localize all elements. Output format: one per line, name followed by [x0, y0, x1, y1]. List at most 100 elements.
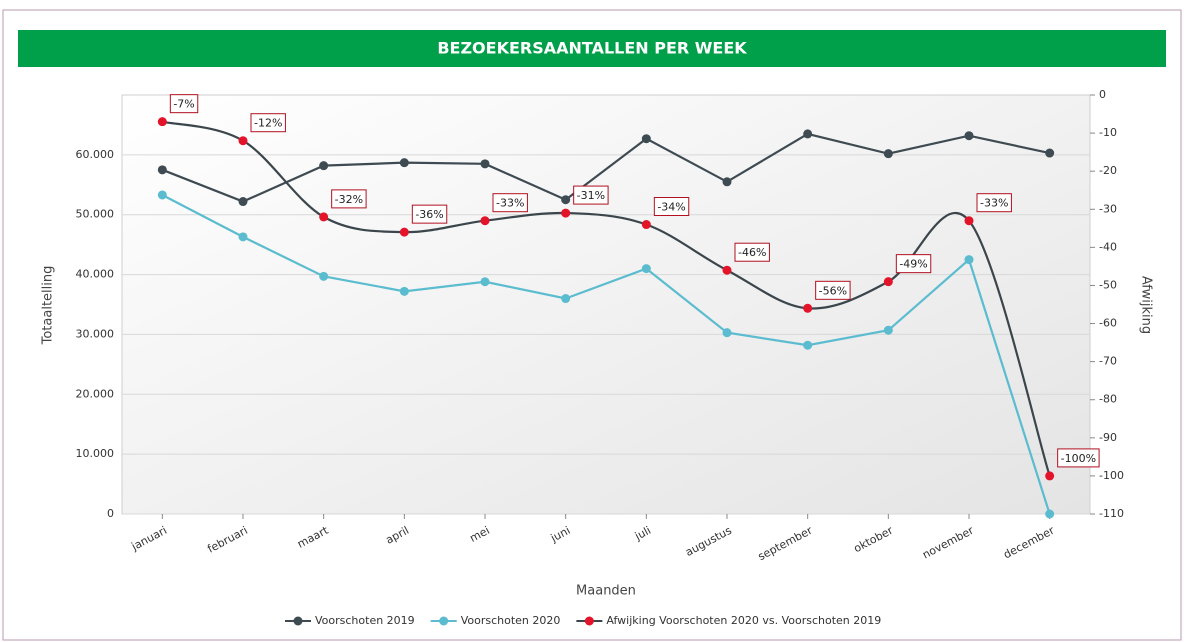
data-label-text: -32% — [335, 193, 363, 206]
data-point — [964, 131, 974, 141]
x-tick-label: november — [920, 524, 976, 562]
y-tick-label: 0 — [107, 507, 114, 520]
data-label-text: -100% — [1061, 452, 1096, 465]
x-tick-label: juni — [548, 524, 573, 545]
data-label-box — [573, 185, 609, 205]
y2-tick-label: -80 — [1099, 393, 1117, 406]
data-point — [1045, 471, 1055, 481]
data-label-box — [492, 193, 528, 213]
data-point — [157, 165, 167, 175]
data-point — [480, 216, 490, 226]
data-label-text: -33% — [980, 197, 1008, 210]
data-point — [319, 161, 329, 171]
data-label-text: -33% — [496, 197, 524, 210]
data-label-text: -34% — [657, 201, 685, 214]
data-point — [238, 232, 248, 242]
data-label-text: -36% — [415, 208, 443, 221]
x-tick-label: december — [1001, 524, 1057, 562]
legend-marker — [439, 616, 449, 626]
legend-label: Voorschoten 2020 — [461, 614, 561, 627]
data-label-box — [411, 204, 448, 224]
data-point — [722, 265, 732, 275]
data-label: -46% — [734, 242, 770, 262]
x-tick-label: april — [384, 524, 412, 547]
data-label-box — [895, 254, 932, 274]
data-point — [319, 212, 329, 222]
data-point — [561, 208, 571, 218]
data-point — [964, 255, 974, 265]
data-point — [722, 328, 732, 338]
y2-tick-label: -20 — [1099, 164, 1117, 177]
data-label-box — [1057, 448, 1100, 468]
data-label-box — [976, 193, 1012, 213]
y2-tick-label: -90 — [1099, 431, 1117, 444]
data-label-box — [653, 197, 690, 217]
data-label: -56% — [815, 280, 851, 300]
y2-tick-label: -50 — [1099, 278, 1117, 291]
x-tick-label: mei — [468, 524, 492, 545]
series-line — [161, 132, 1050, 203]
data-point — [238, 136, 248, 146]
y-tick-label: 60.000 — [76, 148, 115, 161]
data-label: -33% — [492, 193, 528, 213]
data-label: -31% — [573, 185, 609, 205]
y2-tick-label: -10 — [1099, 126, 1117, 139]
y-tick-label: 10.000 — [76, 447, 115, 460]
y-tick-label: 20.000 — [76, 387, 115, 400]
data-label-box — [815, 280, 851, 300]
frame — [2, 9, 1182, 641]
y2-tick-label: -70 — [1099, 355, 1117, 368]
y2-tick-label: -40 — [1099, 240, 1117, 253]
chart-title: BEZOEKERSAANTALLEN PER WEEK — [437, 39, 747, 58]
data-label: -33% — [976, 193, 1012, 213]
y2-tick-label: -110 — [1099, 507, 1124, 520]
data-point — [399, 158, 409, 168]
data-point — [803, 129, 813, 139]
y-tick-label: 50.000 — [76, 208, 115, 221]
legend-label: Afwijking Voorschoten 2020 vs. Voorschot… — [606, 614, 881, 627]
data-point — [480, 277, 490, 287]
x-tick-label: augustus — [683, 524, 734, 559]
data-point — [157, 190, 167, 200]
data-label-text: -31% — [577, 189, 605, 202]
data-point — [238, 197, 248, 207]
data-point — [561, 294, 571, 304]
data-label-text: -46% — [738, 246, 766, 259]
data-label: -32% — [331, 189, 367, 209]
data-label-text: -12% — [254, 117, 282, 130]
data-label-text: -49% — [899, 258, 927, 271]
data-point — [157, 117, 167, 127]
title-bar — [18, 30, 1166, 67]
data-label: -36% — [411, 204, 448, 224]
data-label-box — [250, 113, 286, 133]
data-point — [964, 216, 974, 226]
data-point — [883, 277, 893, 287]
data-point — [803, 303, 813, 313]
x-tick-label: januari — [129, 524, 170, 554]
data-point — [883, 325, 893, 335]
x-tick-label: februari — [205, 524, 249, 556]
x-tick-label: oktober — [852, 524, 896, 556]
data-point — [1045, 148, 1055, 158]
y-tick-label: 30.000 — [76, 327, 115, 340]
data-point — [399, 227, 409, 237]
data-label-box — [169, 94, 199, 114]
legend-label: Voorschoten 2019 — [315, 614, 415, 627]
y-axis-title: Totaaltelling — [41, 266, 56, 346]
series-line — [161, 193, 1051, 515]
legend-marker — [584, 616, 594, 626]
legend-marker — [293, 616, 303, 626]
data-label: -12% — [250, 113, 286, 133]
data-point — [803, 340, 813, 350]
data-point — [883, 149, 893, 159]
data-label: -34% — [653, 197, 690, 217]
data-label: -7% — [169, 94, 199, 114]
x-tick-label: maart — [295, 524, 331, 551]
x-tick-label: september — [756, 524, 815, 564]
y2-tick-label: -100 — [1099, 469, 1124, 482]
data-point — [399, 286, 409, 296]
plot-area — [121, 94, 1091, 515]
y2-tick-label: 0 — [1099, 88, 1106, 101]
data-point — [561, 195, 571, 205]
